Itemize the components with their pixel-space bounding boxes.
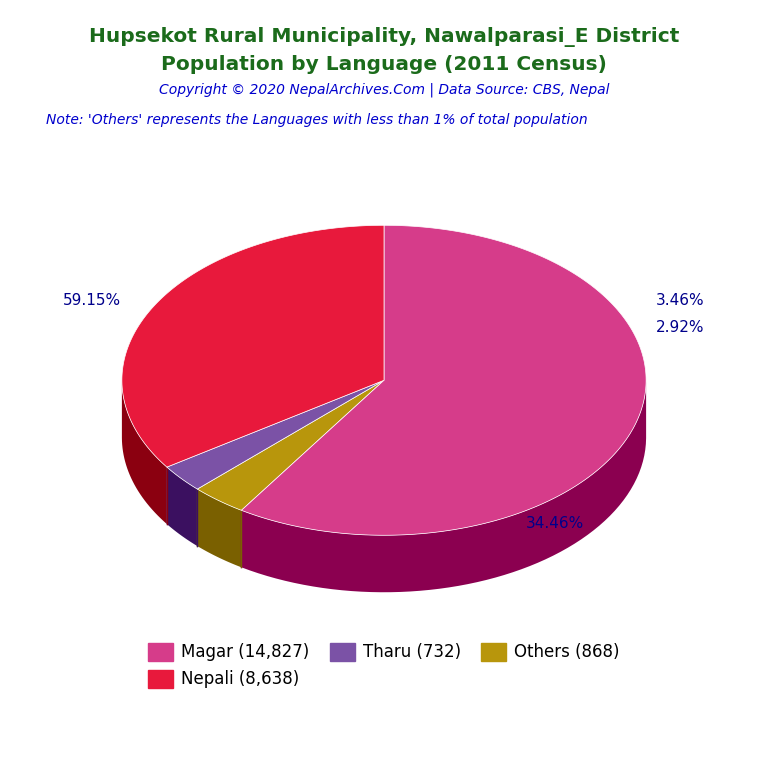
Polygon shape — [167, 380, 384, 489]
Text: Copyright © 2020 NepalArchives.Com | Data Source: CBS, Nepal: Copyright © 2020 NepalArchives.Com | Dat… — [159, 82, 609, 97]
Text: Population by Language (2011 Census): Population by Language (2011 Census) — [161, 55, 607, 74]
Text: Hupsekot Rural Municipality, Nawalparasi_E District: Hupsekot Rural Municipality, Nawalparasi… — [89, 27, 679, 47]
Polygon shape — [167, 467, 197, 546]
Polygon shape — [122, 381, 167, 524]
Text: 34.46%: 34.46% — [526, 516, 584, 531]
Polygon shape — [197, 380, 384, 510]
Text: 2.92%: 2.92% — [656, 320, 704, 336]
Text: 59.15%: 59.15% — [63, 293, 121, 308]
Polygon shape — [122, 225, 384, 467]
Polygon shape — [197, 489, 241, 568]
Text: Note: 'Others' represents the Languages with less than 1% of total population: Note: 'Others' represents the Languages … — [46, 113, 588, 127]
Polygon shape — [241, 225, 646, 535]
Polygon shape — [241, 381, 646, 592]
Legend: Magar (14,827), Nepali (8,638), Tharu (732), Others (868): Magar (14,827), Nepali (8,638), Tharu (7… — [141, 636, 627, 695]
Text: 3.46%: 3.46% — [656, 293, 704, 308]
